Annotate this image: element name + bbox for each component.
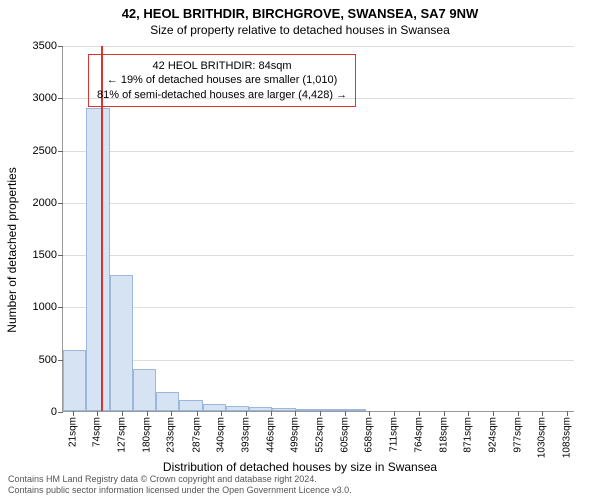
x-tick-mark <box>320 411 321 416</box>
callout-line: 81% of semi-detached houses are larger (… <box>97 88 347 102</box>
gridline-h <box>63 360 574 361</box>
x-tick-mark <box>246 411 247 416</box>
y-tick-label: 1500 <box>33 249 63 261</box>
gridline-h <box>63 203 574 204</box>
x-tick-mark <box>295 411 296 416</box>
gridline-h <box>63 46 574 47</box>
y-tick-label: 0 <box>51 406 63 418</box>
x-tick-mark <box>518 411 519 416</box>
x-tick-label: 711sqm <box>388 417 399 452</box>
callout-box: 42 HEOL BRITHDIR: 84sqm← 19% of detached… <box>88 54 356 107</box>
x-tick-mark <box>542 411 543 416</box>
gridline-h <box>63 151 574 152</box>
footer-line-1: Contains HM Land Registry data © Crown c… <box>8 474 352 485</box>
x-tick-mark <box>493 411 494 416</box>
x-tick-label: 127sqm <box>117 417 128 453</box>
y-tick-label: 500 <box>39 354 63 366</box>
x-tick-mark <box>468 411 469 416</box>
histogram-bar <box>133 369 156 411</box>
y-tick-label: 1000 <box>33 301 63 313</box>
x-tick-mark <box>73 411 74 416</box>
y-tick-label: 3500 <box>33 40 63 52</box>
x-tick-label: 21sqm <box>67 417 78 447</box>
x-tick-mark <box>419 411 420 416</box>
x-axis-title: Distribution of detached houses by size … <box>0 460 600 474</box>
gridline-h <box>63 255 574 256</box>
x-tick-mark <box>97 411 98 416</box>
x-tick-mark <box>147 411 148 416</box>
y-tick-label: 3000 <box>33 92 63 104</box>
x-tick-mark <box>171 411 172 416</box>
callout-line: 42 HEOL BRITHDIR: 84sqm <box>97 59 347 73</box>
x-tick-label: 552sqm <box>314 417 325 453</box>
x-tick-mark <box>567 411 568 416</box>
x-tick-label: 340sqm <box>216 417 227 453</box>
x-tick-mark <box>394 411 395 416</box>
histogram-bar <box>296 409 319 411</box>
x-tick-label: 499sqm <box>290 417 301 453</box>
histogram-bar <box>249 407 272 411</box>
chart-container: 42, HEOL BRITHDIR, BIRCHGROVE, SWANSEA, … <box>0 0 600 500</box>
x-tick-mark <box>221 411 222 416</box>
x-tick-mark <box>345 411 346 416</box>
title-line-1: 42, HEOL BRITHDIR, BIRCHGROVE, SWANSEA, … <box>0 0 600 21</box>
x-tick-label: 605sqm <box>339 417 350 453</box>
footer-attribution: Contains HM Land Registry data © Crown c… <box>8 474 352 496</box>
y-tick-label: 2000 <box>33 197 63 209</box>
x-tick-mark <box>197 411 198 416</box>
x-tick-label: 393sqm <box>240 417 251 453</box>
x-tick-label: 1083sqm <box>562 417 573 458</box>
x-tick-label: 818sqm <box>438 417 449 453</box>
histogram-bar <box>110 275 133 411</box>
histogram-bar <box>179 400 202 412</box>
histogram-bar <box>86 108 109 411</box>
x-tick-label: 74sqm <box>92 417 103 447</box>
histogram-bar <box>156 392 179 411</box>
callout-line: ← 19% of detached houses are smaller (1,… <box>97 73 347 87</box>
x-tick-label: 446sqm <box>265 417 276 453</box>
histogram-bar <box>63 350 86 411</box>
x-tick-label: 180sqm <box>141 417 152 453</box>
x-tick-mark <box>369 411 370 416</box>
histogram-bar <box>319 409 342 411</box>
gridline-h <box>63 307 574 308</box>
x-tick-mark <box>122 411 123 416</box>
title-line-2: Size of property relative to detached ho… <box>0 21 600 37</box>
x-tick-label: 287sqm <box>191 417 202 453</box>
x-tick-label: 233sqm <box>166 417 177 453</box>
x-tick-label: 977sqm <box>512 417 523 453</box>
x-tick-mark <box>444 411 445 416</box>
x-tick-label: 871sqm <box>463 417 474 453</box>
histogram-bar <box>272 408 295 411</box>
y-tick-label: 2500 <box>33 145 63 157</box>
histogram-bar <box>203 404 226 411</box>
x-tick-label: 924sqm <box>488 417 499 453</box>
footer-line-2: Contains public sector information licen… <box>8 485 352 496</box>
x-tick-mark <box>271 411 272 416</box>
x-tick-label: 764sqm <box>413 417 424 453</box>
x-tick-label: 658sqm <box>364 417 375 453</box>
histogram-bar <box>342 409 365 411</box>
x-tick-label: 1030sqm <box>537 417 548 458</box>
